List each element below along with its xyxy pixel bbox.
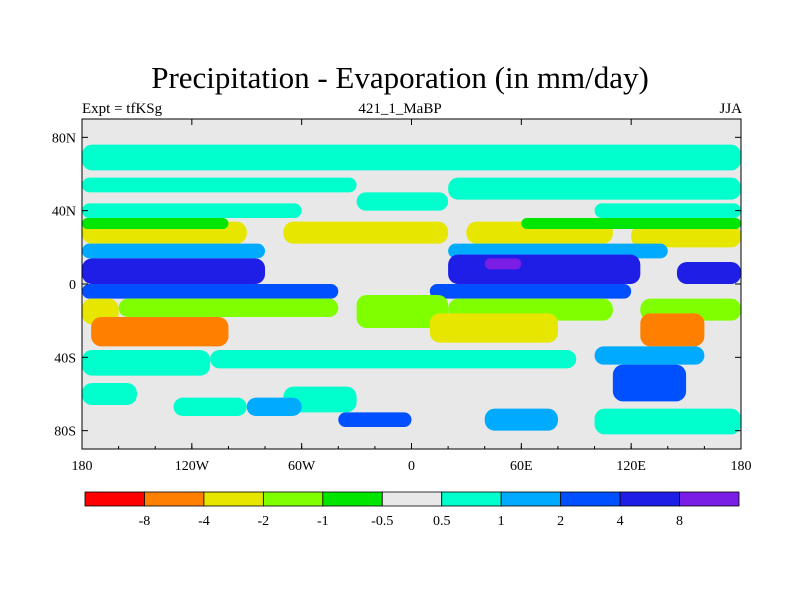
- x-tick-label: 60W: [288, 459, 316, 474]
- legend-swatch: [381, 491, 443, 507]
- field-region: [210, 350, 577, 369]
- legend-swatch: [144, 491, 205, 507]
- legend-level-label: -0.5: [371, 514, 393, 529]
- legend-level-label: 8: [676, 514, 683, 529]
- legend-swatch: [560, 491, 621, 507]
- x-tick-label: 120W: [175, 459, 210, 474]
- color-legend: -8 -4 -2 -1 -0.5 0.5 1 2 4 8: [84, 491, 740, 529]
- field-region: [631, 225, 741, 248]
- x-tick-label: 180: [72, 459, 93, 474]
- legend-swatch: [262, 491, 324, 507]
- field-region: [82, 177, 357, 193]
- y-tick-label: 80S: [54, 425, 76, 440]
- y-tick-label: 0: [69, 278, 76, 293]
- field-region: [173, 397, 247, 416]
- field-region: [448, 254, 641, 284]
- field-region: [91, 317, 229, 347]
- legend-level-label: -4: [198, 514, 210, 529]
- legend-swatch: [679, 491, 740, 507]
- x-tick-label: 60E: [510, 459, 533, 474]
- y-tick-label: 80N: [52, 131, 76, 146]
- legend-level-label: 1: [498, 514, 505, 529]
- field-region: [356, 295, 449, 328]
- legend-level-label: 0.5: [433, 514, 451, 529]
- field-region: [356, 192, 449, 211]
- legend-swatch: [441, 491, 502, 507]
- field-region: [338, 412, 412, 427]
- field-region: [246, 397, 302, 416]
- legend-swatch: [322, 491, 383, 507]
- field-region: [429, 284, 632, 299]
- chart-title: Precipitation - Evaporation (in mm/day): [151, 60, 649, 95]
- x-tick-label: 120E: [616, 459, 646, 474]
- field-region: [283, 386, 357, 413]
- field-region: [640, 313, 705, 347]
- experiment-label: Expt = tfKSg: [82, 101, 163, 117]
- field-region: [82, 218, 229, 229]
- field-region: [594, 408, 741, 435]
- field-region: [594, 346, 705, 365]
- field-layer: [82, 119, 741, 449]
- legend-level-label: 2: [557, 514, 564, 529]
- run-label: 421_1_MaBP: [358, 101, 442, 117]
- y-tick-label: 40S: [54, 351, 76, 366]
- field-region: [82, 243, 266, 259]
- field-region: [484, 408, 558, 431]
- field-region: [484, 258, 522, 270]
- legend-swatch: [203, 491, 264, 507]
- field-region: [448, 177, 741, 200]
- field-region: [521, 218, 741, 229]
- y-tick-label: 40N: [52, 205, 76, 220]
- field-region: [283, 221, 449, 244]
- legend-level-label: -8: [139, 514, 151, 529]
- legend-level-label: -2: [258, 514, 270, 529]
- legend-swatch: [500, 491, 562, 507]
- field-region: [429, 313, 558, 343]
- field-region: [82, 350, 211, 376]
- axes: 180 120W 60W 0 60E 120E 180 80N 40N 0 40S 80S: [52, 119, 752, 474]
- field-region: [82, 258, 266, 284]
- field-region: [82, 203, 302, 218]
- field-region: [82, 144, 741, 171]
- legend-swatch: [619, 491, 680, 507]
- x-tick-label: 0: [408, 459, 415, 474]
- field-region: [82, 383, 137, 405]
- field-region: [594, 203, 741, 218]
- legend-level-label: -1: [317, 514, 329, 529]
- field-region: [676, 262, 741, 284]
- legend-level-label: 4: [617, 514, 624, 529]
- field-region: [118, 298, 339, 317]
- season-label: JJA: [719, 101, 742, 117]
- legend-swatch: [84, 491, 145, 507]
- x-tick-label: 180: [731, 459, 752, 474]
- field-region: [82, 284, 339, 299]
- field-region: [612, 364, 687, 402]
